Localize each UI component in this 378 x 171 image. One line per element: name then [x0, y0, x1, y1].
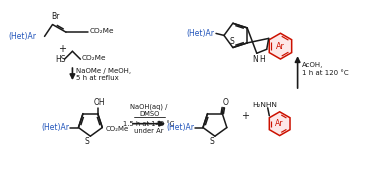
- Polygon shape: [269, 112, 290, 136]
- Text: NaOMe / MeOH,: NaOMe / MeOH,: [76, 68, 132, 74]
- Text: CO₂Me: CO₂Me: [81, 55, 106, 61]
- Text: S: S: [85, 137, 90, 146]
- Text: (Het)Ar: (Het)Ar: [42, 123, 70, 132]
- Text: N: N: [252, 55, 258, 64]
- Text: 1 h at 120 °C: 1 h at 120 °C: [302, 70, 348, 76]
- Polygon shape: [269, 33, 292, 59]
- Text: Ar: Ar: [276, 119, 284, 128]
- Text: NaOH(aq) /: NaOH(aq) /: [130, 104, 168, 110]
- Text: H₂NHN: H₂NHN: [252, 102, 277, 108]
- Text: under Ar: under Ar: [134, 128, 164, 134]
- Text: S: S: [229, 37, 234, 46]
- Text: OH: OH: [94, 98, 105, 107]
- Text: H: H: [259, 55, 265, 64]
- Text: 5 h at reflux: 5 h at reflux: [76, 75, 119, 81]
- Text: +: +: [241, 111, 249, 121]
- Text: S: S: [209, 137, 214, 146]
- Text: 1.5 h at 140 °C: 1.5 h at 140 °C: [124, 121, 175, 127]
- Text: HS: HS: [56, 55, 66, 64]
- Text: AcOH,: AcOH,: [302, 62, 323, 68]
- Text: Ar: Ar: [276, 42, 285, 51]
- Text: CO₂Me: CO₂Me: [89, 28, 114, 34]
- Text: Br: Br: [51, 12, 60, 21]
- Text: CO₂Me: CO₂Me: [105, 126, 129, 131]
- Text: DMSO: DMSO: [139, 111, 160, 117]
- Text: (Het)Ar: (Het)Ar: [166, 123, 194, 132]
- Text: O: O: [222, 98, 228, 107]
- Text: (Het)Ar: (Het)Ar: [9, 32, 37, 41]
- Text: (Het)Ar: (Het)Ar: [186, 29, 214, 38]
- Text: +: +: [59, 44, 67, 54]
